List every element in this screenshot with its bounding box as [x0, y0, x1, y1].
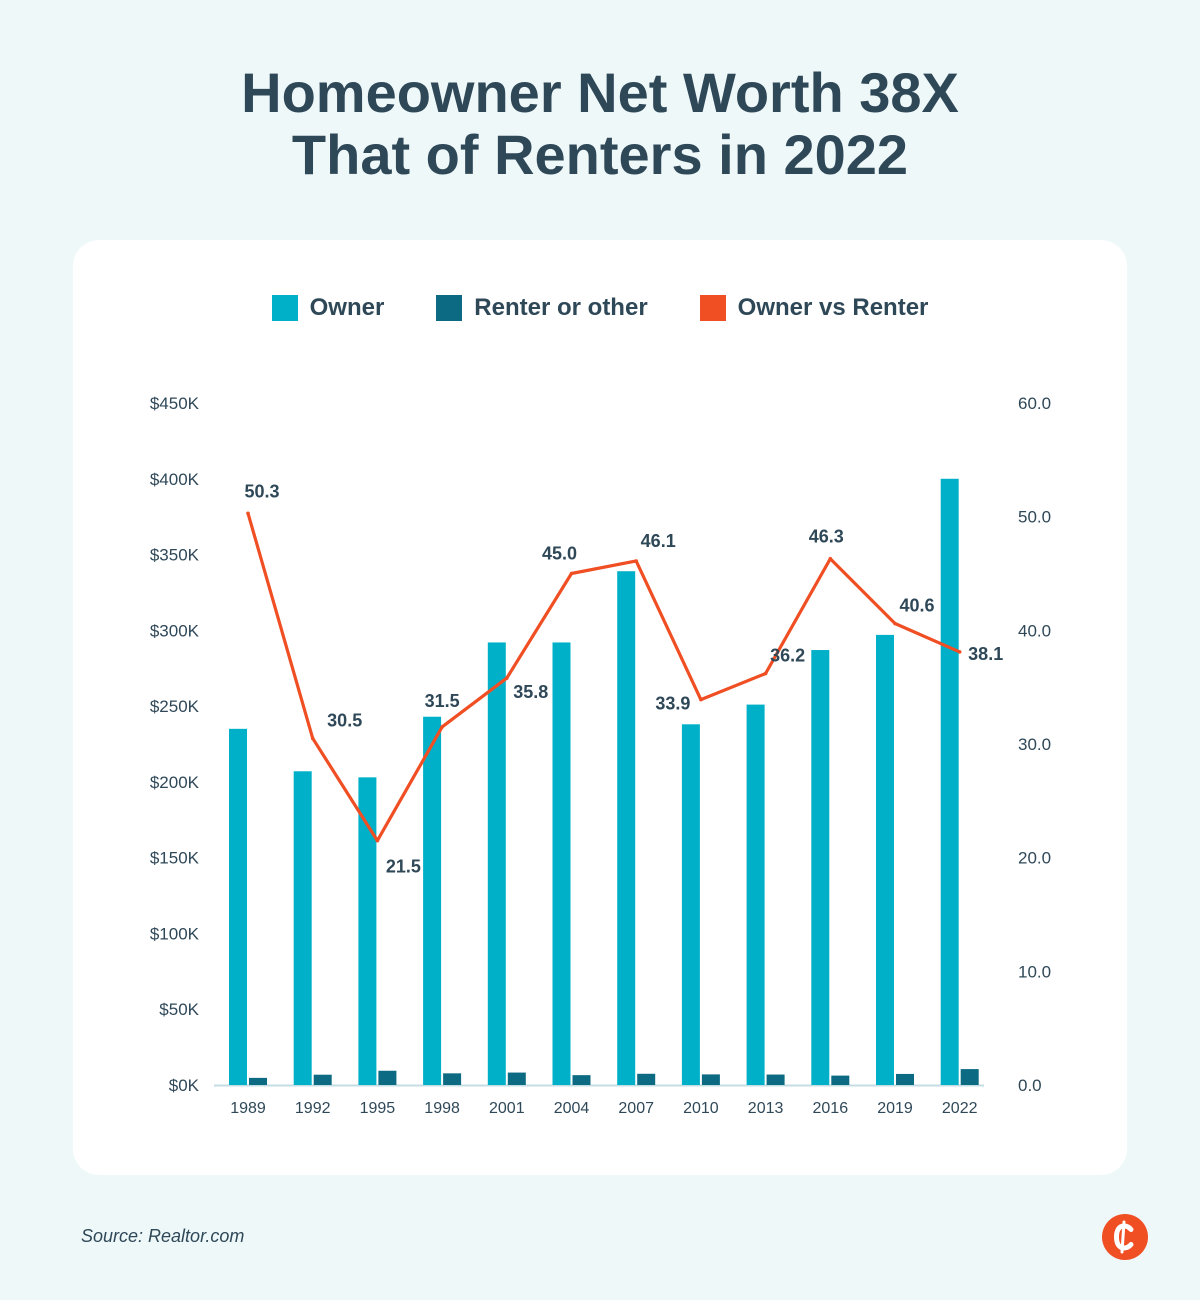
owner-bar: [746, 704, 765, 1085]
y-left-tick-label: $0K: [169, 1076, 200, 1095]
y-right-tick-label: 50.0: [1018, 508, 1051, 527]
owner-bar: [811, 650, 830, 1085]
x-tick-label: 2010: [683, 1100, 719, 1117]
y-right-tick-label: 30.0: [1018, 735, 1051, 754]
renter-bar: [572, 1075, 591, 1085]
owner-bar: [229, 728, 247, 1085]
ratio-data-label: 21.5: [386, 857, 421, 877]
ratio-data-label: 35.8: [513, 682, 548, 702]
owner-vs-renter-point: [310, 736, 315, 741]
legend: Owner Renter or other Owner vs Renter: [73, 290, 1127, 326]
renter-bar: [766, 1074, 785, 1085]
renter-bar: [637, 1073, 656, 1085]
legend-item-owner: Owner: [271, 294, 385, 322]
ratio-data-label: 46.3: [809, 527, 844, 547]
y-left-tick-label: $250K: [150, 697, 200, 716]
y-left-tick-label: $300K: [150, 621, 200, 640]
owner-bar: [876, 634, 894, 1085]
x-tick-label: 2004: [554, 1100, 590, 1117]
title-line-2: That of Renters in 2022: [291, 123, 909, 186]
ratio-data-label: 30.5: [327, 710, 362, 730]
y-left-tick-label: $350K: [150, 546, 200, 565]
y-right-tick-label: 40.0: [1018, 621, 1051, 640]
owner-vs-renter-point: [893, 621, 897, 626]
chart-title: Homeowner Net Worth 38X That of Renters …: [0, 62, 1200, 186]
y-right-tick-label: 10.0: [1018, 962, 1051, 981]
source-note: Source: Realtor.com: [81, 1226, 245, 1246]
legend-swatch-ratio: [699, 295, 726, 321]
renter-bar: [960, 1069, 979, 1085]
owner-bar: [293, 771, 312, 1085]
ratio-data-label: 33.9: [655, 694, 690, 714]
owner-vs-renter-point: [375, 838, 380, 843]
owner-vs-renter-point: [569, 571, 574, 576]
x-tick-label: 2013: [748, 1100, 784, 1117]
legend-label-owner: Owner: [309, 294, 385, 321]
y-left-tick-label: $150K: [150, 849, 200, 868]
owner-vs-renter-point: [957, 650, 962, 654]
owner-bar: [940, 478, 959, 1085]
ratio-data-label: 45.0: [542, 544, 577, 564]
legend-item-renter: Renter or other: [436, 294, 648, 322]
x-tick-label: 1989: [230, 1100, 266, 1117]
owner-vs-renter-point: [246, 511, 250, 516]
owner-bar: [681, 724, 700, 1085]
y-right-tick-label: 20.0: [1018, 849, 1051, 868]
owner-vs-renter-point: [440, 725, 444, 729]
ratio-data-label: 50.3: [244, 481, 279, 501]
renter-bar: [443, 1073, 462, 1085]
owner-bar: [487, 642, 506, 1085]
ratio-data-label: 38.1: [968, 644, 1003, 664]
owner-vs-renter-point: [505, 676, 509, 680]
y-left-tick-label: $450K: [150, 394, 200, 413]
y-right-tick-label: 60.0: [1018, 394, 1051, 413]
x-tick-label: 2016: [813, 1100, 849, 1117]
ratio-data-label: 36.2: [770, 646, 805, 666]
y-right-tick-label: 0.0: [1018, 1076, 1042, 1095]
renter-bar: [313, 1074, 332, 1085]
x-tick-label: 2022: [942, 1100, 978, 1117]
legend-swatch-renter: [436, 295, 463, 321]
x-tick-label: 2001: [489, 1100, 525, 1117]
legend-label-ratio: Owner vs Renter: [737, 294, 929, 321]
owner-vs-renter-point: [634, 559, 638, 563]
ratio-data-label: 40.6: [899, 596, 934, 616]
renter-bar: [507, 1072, 526, 1085]
y-left-tick-label: $400K: [150, 470, 200, 489]
title-line-1: Homeowner Net Worth 38X: [241, 61, 959, 124]
legend-swatch-owner: [271, 295, 298, 321]
legend-item-ratio: Owner vs Renter: [699, 294, 929, 322]
x-tick-label: 1992: [295, 1100, 331, 1117]
renter-bar: [249, 1077, 267, 1085]
y-left-tick-label: $50K: [159, 1000, 199, 1019]
renter-bar: [378, 1070, 397, 1085]
owner-vs-renter-point: [699, 697, 703, 702]
owner-bar: [358, 777, 377, 1085]
x-tick-label: 1995: [360, 1100, 396, 1117]
owner-vs-renter-point: [763, 671, 768, 676]
owner-bar: [552, 642, 571, 1085]
y-left-tick-label: $200K: [150, 773, 200, 792]
renter-bar: [831, 1075, 850, 1085]
x-tick-label: 2019: [877, 1100, 913, 1117]
owner-vs-renter-line: [246, 512, 961, 843]
x-tick-label: 1998: [424, 1100, 460, 1117]
legend-label-renter: Renter or other: [474, 294, 648, 321]
c-logo-icon: [1102, 1214, 1148, 1260]
owner-bar: [617, 571, 636, 1085]
ratio-data-label: 46.1: [641, 531, 676, 551]
y-left-tick-label: $100K: [150, 924, 200, 943]
x-tick-label: 2007: [618, 1100, 654, 1117]
owner-vs-renter-point: [828, 556, 833, 561]
renter-bar: [896, 1073, 914, 1085]
owner-bar: [423, 716, 442, 1085]
renter-bar: [701, 1074, 720, 1085]
ratio-data-label: 31.5: [425, 691, 460, 711]
